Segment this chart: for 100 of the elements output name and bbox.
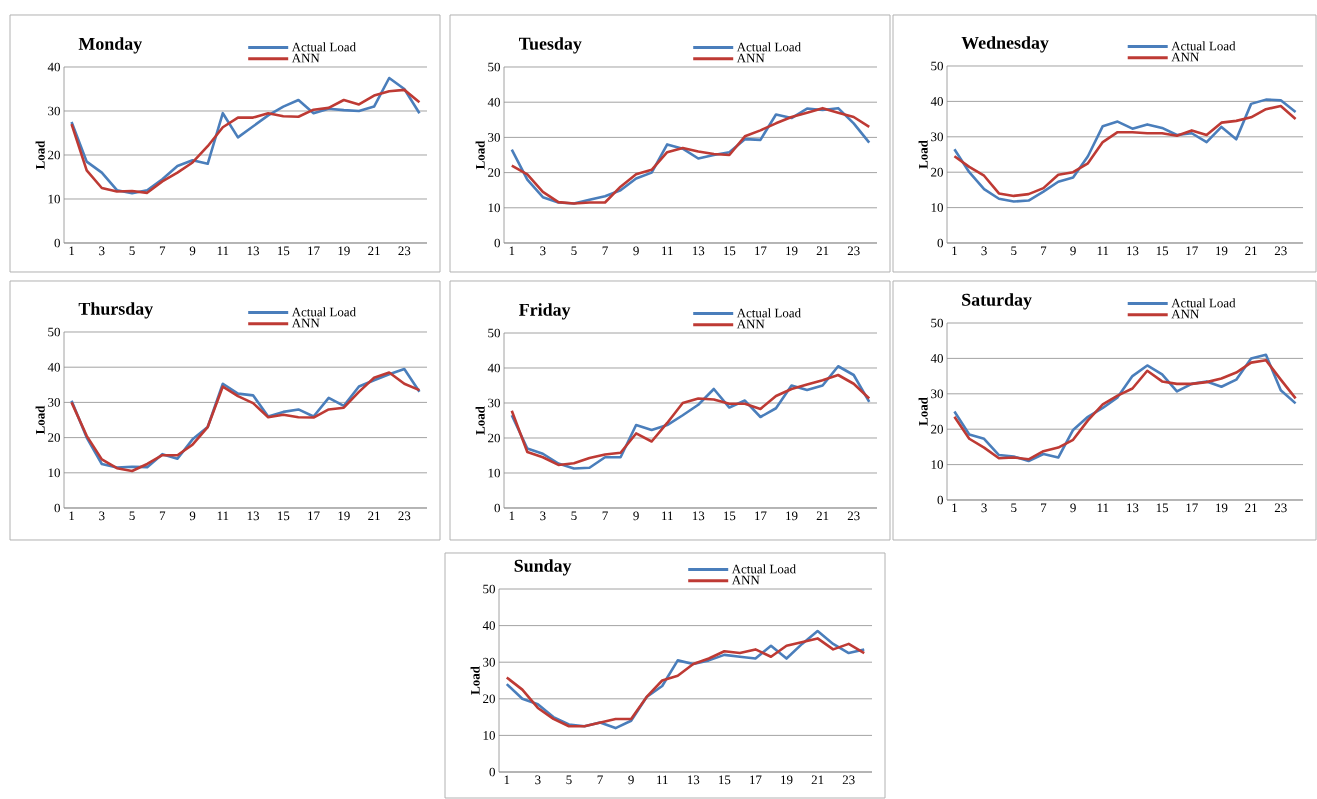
legend-label: Actual Load	[291, 307, 356, 317]
x-tick-label: 3	[981, 503, 987, 513]
y-tick-label: 20	[931, 424, 943, 434]
y-tick-label: 0	[489, 767, 495, 777]
y-tick-label: 0	[54, 503, 60, 513]
y-tick-label: 10	[488, 468, 500, 478]
y-tick-label: 30	[931, 389, 943, 399]
legend-label: Actual Load	[736, 308, 801, 318]
x-tick-label: 13	[1127, 246, 1139, 256]
x-tick-label: 23	[1274, 246, 1287, 256]
x-tick-label: 5	[1011, 246, 1017, 256]
x-tick-label: 15	[724, 511, 736, 521]
x-tick-label: 11	[1097, 246, 1109, 256]
legend-label: ANN	[1171, 52, 1199, 62]
x-tick-label: 21	[368, 511, 380, 521]
chart-title: Tuesday	[519, 37, 582, 54]
x-tick-label: 11	[1097, 503, 1109, 513]
x-tick-label: 9	[1070, 503, 1076, 513]
y-tick-label: 20	[488, 168, 500, 177]
x-tick-label: 11	[662, 246, 673, 256]
y-tick-label: 50	[931, 318, 943, 328]
x-tick-label: 21	[816, 511, 829, 521]
y-tick-label: 30	[931, 132, 943, 142]
x-tick-label: 7	[1041, 503, 1047, 512]
x-tick-label: 17	[1186, 246, 1198, 256]
y-tick-label: 40	[487, 97, 500, 107]
y-tick-label: 40	[487, 363, 500, 373]
y-tick-label: 20	[483, 694, 495, 704]
legend-label: Actual Load	[1171, 41, 1236, 51]
x-tick-label: 19	[786, 511, 798, 521]
y-tick-label: 50	[931, 61, 943, 71]
x-tick-label: 1	[952, 246, 957, 256]
y-tick-label: 30	[488, 398, 500, 408]
x-tick-label: 23	[842, 775, 855, 785]
y-tick-label: 0	[494, 238, 500, 248]
y-tick-label: 20	[931, 167, 943, 177]
y-tick-label: 0	[937, 238, 943, 248]
y-tick-label: 20	[48, 433, 60, 442]
x-tick-label: 3	[981, 246, 987, 256]
y-tick-label: 10	[48, 194, 60, 204]
x-tick-label: 3	[99, 246, 105, 256]
y-axis-title: Load	[918, 140, 928, 169]
legend-label: ANN	[736, 319, 765, 329]
x-tick-label: 7	[159, 246, 166, 255]
legend-label: ANN	[736, 53, 765, 63]
x-tick-label: 11	[217, 246, 229, 256]
x-tick-label: 23	[1274, 503, 1287, 513]
legend-label: ANN	[731, 575, 760, 585]
x-tick-label: 21	[816, 246, 829, 256]
x-tick-label: 5	[129, 511, 135, 521]
y-tick-label: 0	[937, 495, 943, 505]
y-tick-label: 20	[48, 150, 60, 160]
legend-label: ANN	[1171, 309, 1199, 319]
y-tick-label: 50	[48, 327, 60, 337]
y-tick-label: 30	[488, 133, 500, 142]
y-tick-label: 30	[48, 398, 60, 407]
x-tick-label: 1	[509, 246, 515, 256]
legend-label: ANN	[291, 318, 320, 328]
x-tick-label: 7	[602, 246, 608, 255]
x-tick-label: 15	[1156, 503, 1169, 513]
y-tick-label: 40	[930, 354, 943, 363]
y-tick-label: 40	[930, 97, 943, 106]
legend-label: Actual Load	[291, 42, 356, 52]
x-tick-label: 21	[1245, 503, 1257, 513]
x-tick-label: 3	[540, 511, 546, 521]
x-tick-label: 15	[277, 246, 290, 256]
x-tick-label: 1	[504, 775, 510, 785]
x-tick-label: 5	[571, 246, 577, 256]
x-tick-label: 9	[189, 511, 196, 521]
x-tick-label: 23	[398, 511, 411, 521]
x-tick-label: 23	[847, 511, 860, 521]
y-axis-title: Load	[470, 666, 480, 695]
x-tick-label: 19	[786, 246, 798, 256]
x-tick-label: 21	[1245, 246, 1257, 256]
x-tick-label: 1	[69, 511, 75, 521]
y-tick-label: 10	[488, 203, 500, 213]
x-tick-label: 15	[1156, 246, 1169, 256]
x-tick-label: 9	[633, 246, 639, 256]
x-tick-label: 19	[338, 511, 350, 521]
chart-title: Wednesday	[961, 36, 1049, 53]
y-tick-label: 10	[931, 460, 943, 469]
legend-label: Actual Load	[731, 564, 796, 574]
x-tick-label: 11	[657, 775, 668, 785]
legend-label: Actual Load	[1171, 298, 1236, 308]
y-tick-label: 20	[488, 433, 500, 443]
x-tick-label: 7	[602, 511, 608, 520]
x-tick-label: 15	[277, 511, 290, 521]
y-tick-label: 50	[488, 328, 500, 338]
y-tick-label: 0	[494, 503, 500, 513]
x-tick-label: 21	[368, 246, 380, 256]
x-tick-label: 17	[755, 246, 767, 256]
x-tick-label: 13	[1127, 503, 1139, 513]
y-tick-label: 0	[54, 238, 60, 248]
chart-title: Thursday	[78, 302, 153, 319]
x-tick-label: 19	[781, 775, 793, 785]
y-tick-label: 40	[47, 62, 60, 72]
chart-title: Saturday	[962, 293, 1032, 310]
x-tick-label: 17	[1186, 503, 1198, 513]
x-tick-label: 7	[159, 511, 166, 520]
x-tick-label: 3	[540, 246, 546, 256]
